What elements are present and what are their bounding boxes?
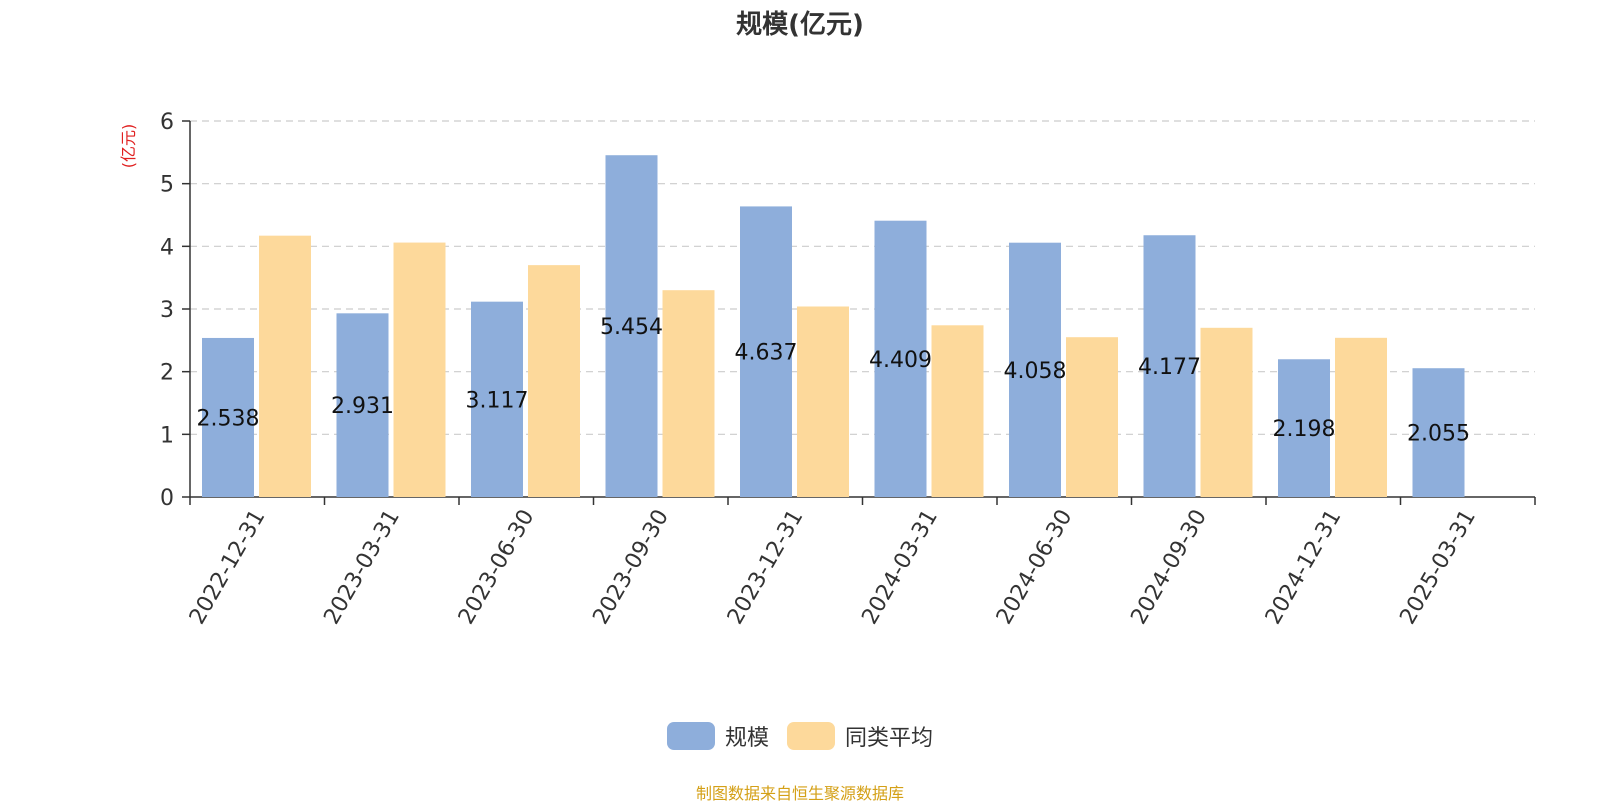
bar-scale <box>605 155 658 497</box>
data-label-scale: 2.055 <box>1407 422 1470 447</box>
bar-average <box>931 325 984 497</box>
bar-average <box>528 265 580 497</box>
bar-average <box>797 306 849 497</box>
y-tick-label: 3 <box>160 298 174 323</box>
x-tick-label: 2025-03-31 <box>1395 506 1481 629</box>
y-tick-label: 6 <box>160 110 174 135</box>
x-tick-label: 2022-12-31 <box>185 506 271 629</box>
bar-scale <box>1278 359 1330 497</box>
source-note: 制图数据来自恒生聚源数据库 <box>695 784 904 803</box>
data-label-scale: 4.058 <box>1004 359 1067 384</box>
legend-item-average[interactable]: 同类平均 <box>787 720 933 752</box>
bar-average <box>1200 327 1253 497</box>
bar-scale <box>202 337 254 497</box>
data-label-scale: 5.454 <box>600 315 663 340</box>
data-label-scale: 2.198 <box>1273 417 1336 442</box>
bar-average <box>393 242 446 497</box>
x-tick-label: 2024-12-31 <box>1261 506 1347 629</box>
bar-scale <box>471 301 523 497</box>
x-tick-label: 2023-12-31 <box>723 506 809 629</box>
data-label-scale: 2.538 <box>197 406 260 431</box>
bar-average <box>1066 337 1118 497</box>
bar-scale <box>1143 235 1196 497</box>
x-tick-label: 2023-03-31 <box>319 506 405 629</box>
x-tick-label: 2023-06-30 <box>454 506 540 629</box>
x-tick-label: 2024-06-30 <box>992 506 1078 629</box>
chart-title: 规模(亿元) <box>736 10 864 40</box>
x-tick-label: 2024-09-30 <box>1126 506 1212 629</box>
legend-label-average: 同类平均 <box>845 726 934 751</box>
bar-average <box>662 290 715 497</box>
legend-swatch-scale <box>666 722 715 750</box>
x-tick-label: 2023-09-30 <box>588 506 674 629</box>
y-tick-label: 0 <box>160 486 174 511</box>
data-label-scale: 3.117 <box>466 388 529 413</box>
bar-scale <box>336 313 389 497</box>
legend-label-scale: 规模 <box>724 726 769 751</box>
data-label-scale: 4.409 <box>869 348 932 373</box>
legend-swatch-average <box>787 722 835 750</box>
bar-scale <box>874 220 927 497</box>
x-tick-label: 2024-03-31 <box>857 506 943 629</box>
bar-scale <box>1412 368 1465 497</box>
bar-average <box>259 235 311 497</box>
y-tick-label: 5 <box>160 173 174 198</box>
y-tick-label: 1 <box>160 423 174 448</box>
bar-scale <box>740 206 792 497</box>
y-tick-label: 4 <box>160 235 174 260</box>
data-label-scale: 2.931 <box>331 394 394 419</box>
data-label-scale: 4.177 <box>1138 355 1201 380</box>
bar-average <box>1335 337 1387 497</box>
y-axis-label: (亿元) <box>119 124 138 169</box>
y-tick-label: 2 <box>160 361 174 386</box>
legend: 规模 同类平均 <box>0 720 1600 752</box>
legend-item-scale[interactable]: 规模 <box>666 720 769 752</box>
bar-scale <box>1009 242 1061 497</box>
data-label-scale: 4.637 <box>735 341 798 366</box>
